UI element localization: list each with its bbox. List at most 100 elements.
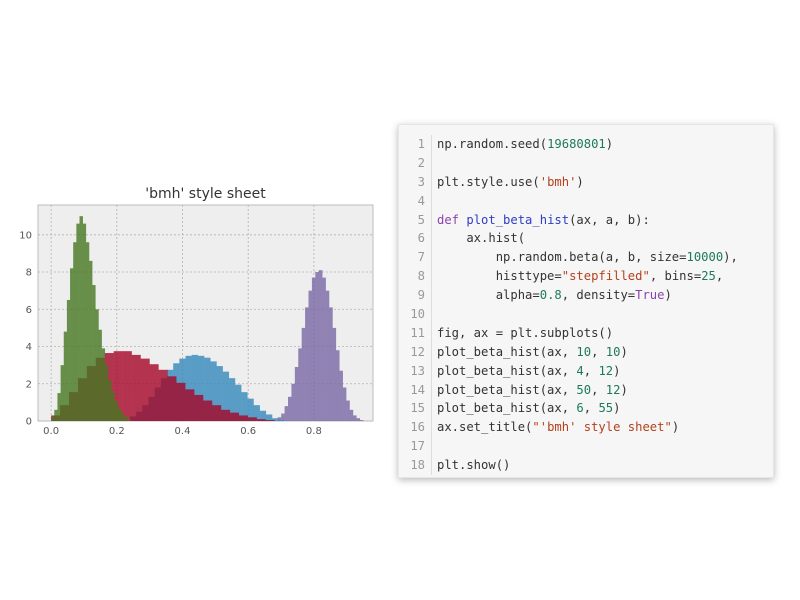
code-line: 15 plot_beta_hist(ax, 6, 55) [399, 399, 773, 419]
histogram-bar [288, 396, 292, 421]
gutter-divider [431, 229, 432, 249]
line-number: 1 [417, 137, 425, 151]
code-token: 10 [605, 344, 621, 359]
histogram-bar [253, 405, 260, 421]
histogram-bar [332, 327, 337, 421]
code-text: def plot_beta_hist(ax, a, b): [437, 211, 650, 230]
code-token: ) [671, 420, 680, 435]
histogram-bar [104, 365, 109, 421]
y-tick-label: 10 [19, 230, 32, 241]
y-tick-label: 8 [26, 268, 32, 279]
histogram-bar [122, 351, 132, 421]
histogram-bar [259, 410, 267, 421]
code-token: ) [620, 382, 628, 397]
histogram-bar [191, 354, 199, 421]
code-line: 4 [399, 191, 773, 211]
code-text: fig, ax = plt.subplots() [437, 324, 613, 343]
code-line: 5 def plot_beta_hist(ax, a, b): [399, 210, 773, 230]
code-token: plot_beta_hist [466, 212, 570, 227]
histogram-bar [140, 358, 150, 421]
tick-labels: 0.0 0.2 0.4 0.6 0.8 0 2 4 6 8 10 [19, 230, 322, 436]
code-token: 0.8 [539, 288, 562, 303]
code-line: 7 np.random.beta(a, b, size=10000), [399, 248, 773, 268]
code-text: plt.style.use('bmh') [437, 173, 584, 192]
line-number: 17 [410, 439, 425, 454]
histogram-bar [57, 393, 61, 421]
gutter-divider [431, 153, 432, 173]
histogram-bar [339, 370, 343, 421]
code-line: 9 alpha=0.8, density=True) [399, 286, 773, 306]
code-text: np.random.seed(19680801) [437, 135, 613, 154]
code-line: 6 ax.hist( [399, 229, 773, 249]
code-text: alpha=0.8, density=True) [437, 286, 672, 305]
histogram-bar [284, 406, 289, 421]
histogram-bar [107, 380, 112, 421]
code-token: 12 [605, 382, 621, 397]
histogram-bar [247, 398, 254, 421]
gutter-divider [431, 380, 432, 400]
code-line: 1 np.random.seed(19680801) [399, 135, 773, 154]
x-tick-label: 0.2 [109, 426, 125, 436]
histogram-bar [88, 260, 93, 421]
x-tick-label: 0.0 [43, 426, 59, 436]
histogram-bar [311, 277, 316, 421]
chart-title: 'bmh' style sheet [145, 186, 266, 202]
line-number: 15 [410, 401, 425, 416]
code-token: np.random.beta(a, b, size= [437, 250, 687, 265]
code-token: (ax, a, b): [569, 212, 650, 227]
code-token: "'bmh' style sheet" [532, 420, 672, 435]
histogram-bar [176, 382, 186, 421]
line-number: 14 [410, 382, 425, 397]
histogram-bar [82, 223, 87, 421]
code-line: 10 [399, 305, 773, 324]
code-token: alpha= [437, 288, 540, 303]
histogram-bar [322, 277, 326, 421]
code-token: , [715, 269, 724, 284]
histogram-bar [241, 392, 248, 421]
code-line: 13 plot_beta_hist(ax, 4, 12) [399, 361, 773, 381]
histogram-bar [101, 348, 106, 421]
line-number: 11 [410, 325, 425, 340]
histogram-bar [352, 415, 357, 421]
histogram-bar [210, 361, 217, 421]
line-number: 2 [417, 155, 425, 170]
histogram-bar [305, 307, 309, 421]
code-line: 3 plt.style.use('bmh') [399, 172, 773, 192]
code-line: 2 [399, 153, 773, 173]
histogram-bar [335, 350, 340, 421]
histogram-bar [203, 400, 213, 421]
histogram-bar [131, 354, 141, 421]
histogram-bar [60, 365, 65, 421]
code-token: histtype= [437, 269, 562, 284]
histogram-chart: 'bmh' style sheet 0.0 0.2 0.4 0.6 0.8 0 2 4 6 8 10 [19, 186, 374, 436]
histogram-bar [211, 405, 222, 421]
x-tick-label: 0.6 [240, 426, 256, 436]
code-token: 50 [576, 382, 592, 397]
gutter-divider [431, 286, 432, 306]
code-token: , density= [561, 288, 636, 303]
gutter-divider [431, 267, 432, 287]
gutter-divider [431, 172, 432, 192]
line-number: 12 [410, 344, 425, 359]
histogram-bar [281, 413, 285, 421]
histogram-bar [120, 412, 124, 421]
histogram-bar [325, 290, 330, 421]
code-line: 18 plt.show() [399, 456, 773, 476]
code-token: ) [605, 137, 614, 151]
gutter-divider [431, 418, 432, 438]
code-lines: 1 np.random.seed(19680801) 2 3 plt.style.use… [399, 135, 773, 476]
histogram-bar [66, 299, 71, 421]
histogram-bar [318, 270, 323, 421]
histogram-bar [315, 272, 320, 421]
code-line: 17 [399, 437, 773, 457]
histogram-bar [216, 366, 223, 421]
histogram-series [277, 270, 364, 421]
code-token: , bins= [649, 269, 702, 284]
code-token: plot_beta_hist(ax, [437, 344, 577, 359]
histogram-bar [328, 307, 333, 421]
code-token: def [437, 212, 460, 227]
histogram-bar [359, 420, 364, 421]
code-token: np.random.seed( [437, 137, 548, 151]
gutter-divider [431, 456, 432, 476]
histogram-bar [54, 409, 58, 421]
